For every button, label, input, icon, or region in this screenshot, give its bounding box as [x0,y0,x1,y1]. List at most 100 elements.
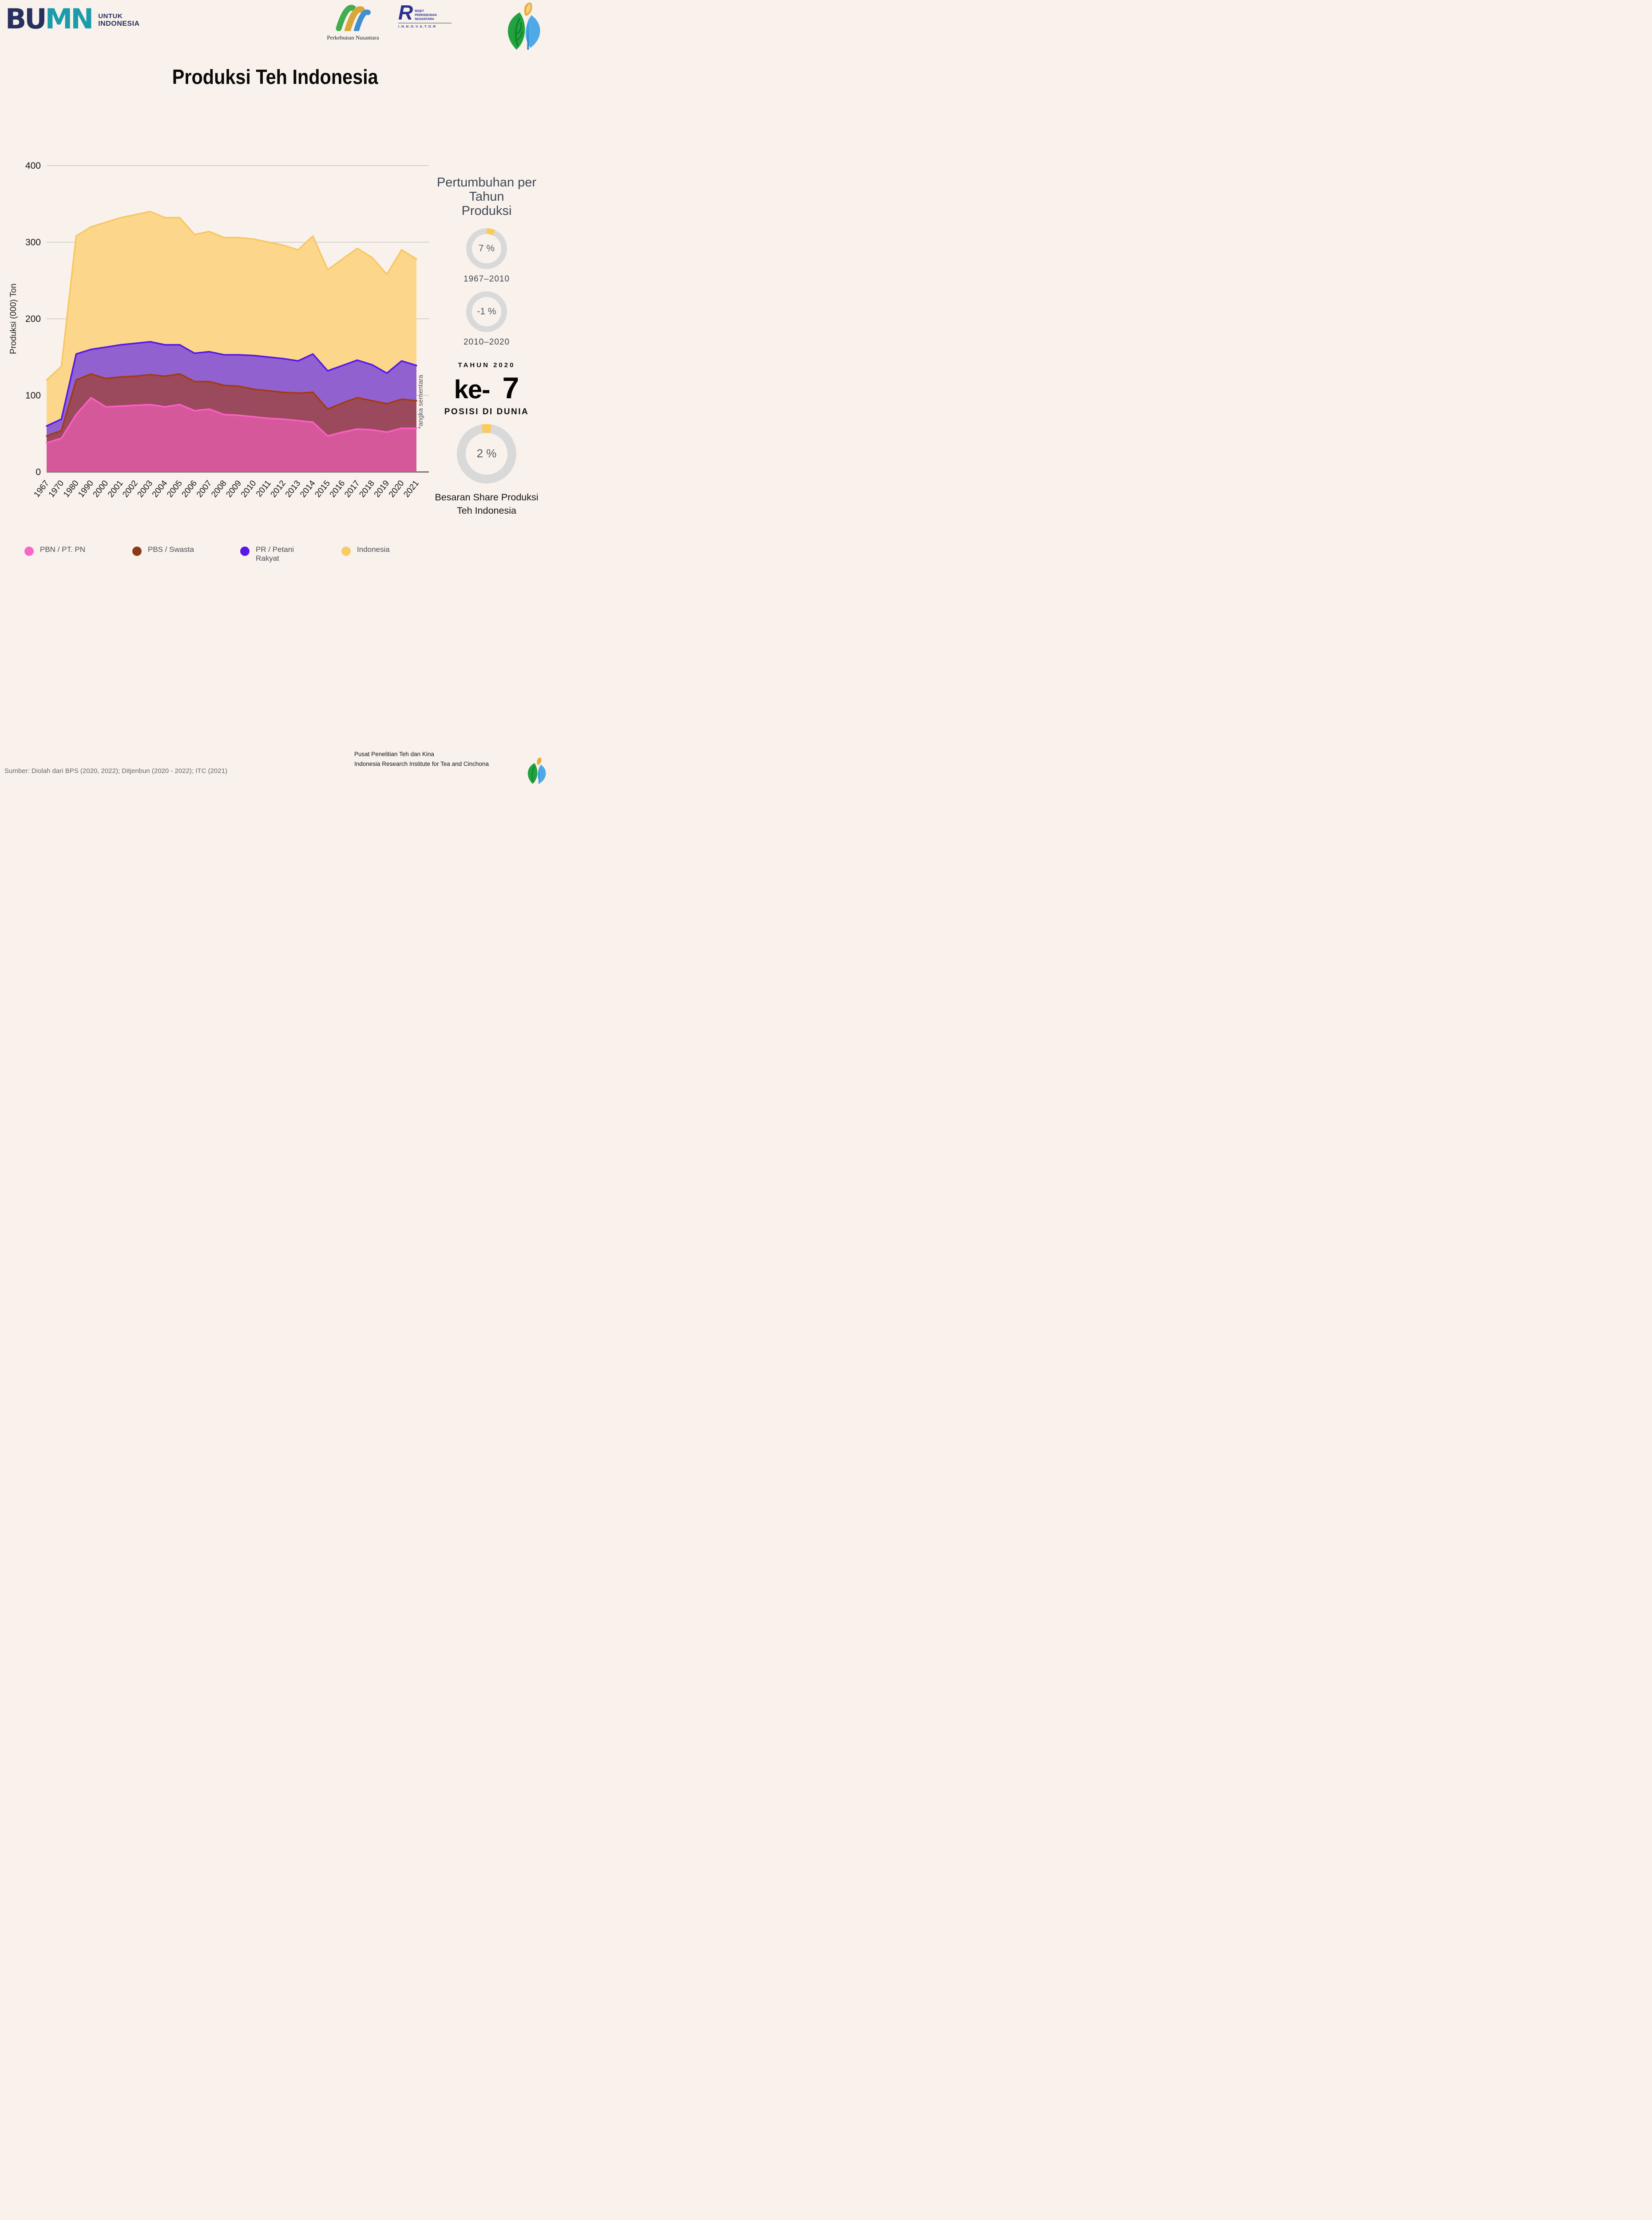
growth-donut2-period: 2010–2020 [463,337,510,347]
rank-kicker: TAHUN 2020 [458,361,515,369]
area-topline-1 [46,373,417,437]
x-tick-label: 2007 [195,479,214,499]
chart-note: *angka sementara [417,374,424,428]
share-donut: 2 % [457,424,516,484]
chart-legend: PBN / PT. PN PBS / Swasta PR / Petani Ra… [24,545,424,563]
y-axis-title: Produksi (000) Ton [9,283,18,354]
growth-donut2-value: -1 % [477,306,496,317]
x-tick-label: 2004 [151,479,170,500]
area-band-3 [47,211,416,426]
growth-donut-2010-2020: -1 % [466,291,507,332]
x-tick-label: 2012 [269,479,288,499]
legend-item-pbs: PBS / Swasta [132,545,240,563]
legend-label-pr: PR / Petani Rakyat [256,545,294,563]
area-band-1 [47,374,416,443]
x-tick-label: 2002 [121,479,140,499]
tea-leaf-logo-icon [501,1,547,54]
legend-swatch-pbs [132,547,142,556]
rank-prefix: ke- [454,375,491,404]
x-tick-label: 2015 [313,479,332,499]
legend-label-pbn: PBN / PT. PN [40,545,86,554]
legend-label-pbs: PBS / Swasta [148,545,194,554]
x-tick-label: 2016 [328,479,347,499]
x-tick-label: 1990 [76,479,95,499]
legend-swatch-pbn [24,547,34,556]
rank-subtitle: POSISI DI DUNIA [444,407,529,416]
institute-name-en: Indonesia Research Institute for Tea and… [354,761,489,768]
legend-item-pr: PR / Petani Rakyat [240,545,341,563]
y-tick-label: 100 [25,391,41,401]
bumn-wordmark: BUMN [5,3,94,35]
x-tick-label: 2000 [91,479,111,499]
rank-number: 7 [502,371,519,405]
x-tick-label: 2019 [372,479,392,499]
legend-item-pbn: PBN / PT. PN [24,545,132,563]
y-tick-label: 300 [25,238,41,248]
x-tick-label: 2006 [180,479,199,499]
x-tick-label: 2021 [402,479,421,499]
rpn-text-lines: RISET PERKEBUNAN NUSANTARA [415,10,436,21]
bumn-logo: BUMN UNTUK INDONESIA [5,3,140,35]
y-tick-label: 400 [25,161,41,171]
share-caption: Besaran Share Produksi Teh Indonesia [435,491,538,517]
x-tick-label: 1967 [32,479,51,499]
x-tick-label: 1970 [47,479,66,499]
page-title-wrap: Produksi Teh Indonesia [0,65,551,89]
bumn-tagline-line1: UNTUK [98,12,123,20]
share-caption-line2: Teh Indonesia [457,505,516,516]
growth-title-line2: Produksi [461,203,512,218]
x-tick-label: 2005 [165,479,184,499]
page-title: Produksi Teh Indonesia [172,65,378,88]
legend-label-indonesia: Indonesia [357,545,390,554]
bumn-wordmark-teal: MN [45,3,94,35]
area-band-2 [47,341,416,436]
growth-donut1-period: 1967–2010 [463,274,510,284]
share-caption-line1: Besaran Share Produksi [435,492,539,503]
stats-sidebar: Pertumbuhan per Tahun Produksi 7 % 1967–… [423,175,551,517]
institute-name-id: Pusat Penelitian Teh dan Kina [354,751,434,757]
share-donut-value: 2 % [476,447,497,460]
x-tick-label: 2010 [239,479,258,499]
bumn-tagline: UNTUK INDONESIA [98,12,139,28]
tea-leaf-logo-icon-small [524,757,550,787]
source-note: Sumber: Diolah dari BPS (2020, 2022); Di… [4,767,227,775]
x-tick-label: 2011 [254,479,273,499]
institute-name: Pusat Penelitian Teh dan Kina Indonesia … [354,749,489,769]
rpn-divider [398,23,452,24]
rpn-r-mark: R [398,1,413,24]
legend-swatch-pr [240,547,250,556]
y-tick-label: 200 [25,314,41,324]
infographic-page: BUMN UNTUK INDONESIA Perkebunan Nusantar… [0,0,551,787]
area-topline-3 [46,210,417,381]
x-tick-label: 2003 [136,479,155,499]
area-topline-0 [46,396,417,444]
rpn-line1: RISET [415,10,424,13]
y-tick-label: 0 [36,467,41,477]
x-tick-label: 2008 [210,479,229,499]
growth-donut1-value: 7 % [478,243,495,254]
x-tick-label: 2009 [225,479,244,499]
ptpn-caption: Perkebunan Nusantara [327,34,379,41]
x-tick-label: 2020 [387,479,406,499]
legend-item-indonesia: Indonesia [341,545,390,563]
rpn-line2: PERKEBUNAN [415,13,437,17]
x-tick-label: 1980 [62,479,81,499]
world-rank: ke- 7 [454,371,519,405]
area-band-0 [47,397,416,472]
growth-title-line1: Pertumbuhan per Tahun [436,175,537,204]
growth-donut-1967-2010: 7 % [466,228,507,269]
bumn-wordmark-navy: BU [5,3,47,35]
rpn-innovator-label: I.N.N.O.V.A.T.O.R [398,24,436,29]
area-topline-2 [46,341,417,427]
x-tick-label: 2001 [106,479,125,499]
riset-perkebunan-nusantara-logo: R RISET PERKEBUNAN NUSANTARA I.N.N.O.V.A… [398,1,452,29]
x-tick-label: 2017 [343,479,362,499]
ptpn-swoosh-icon [336,4,371,33]
x-tick-label: 2014 [298,479,317,500]
legend-swatch-indonesia [341,547,351,556]
x-tick-label: 2018 [357,479,376,499]
rpn-line3: NUSANTARA [415,17,435,21]
x-tick-label: 2013 [284,479,303,499]
bumn-tagline-line2: INDONESIA [98,20,140,28]
